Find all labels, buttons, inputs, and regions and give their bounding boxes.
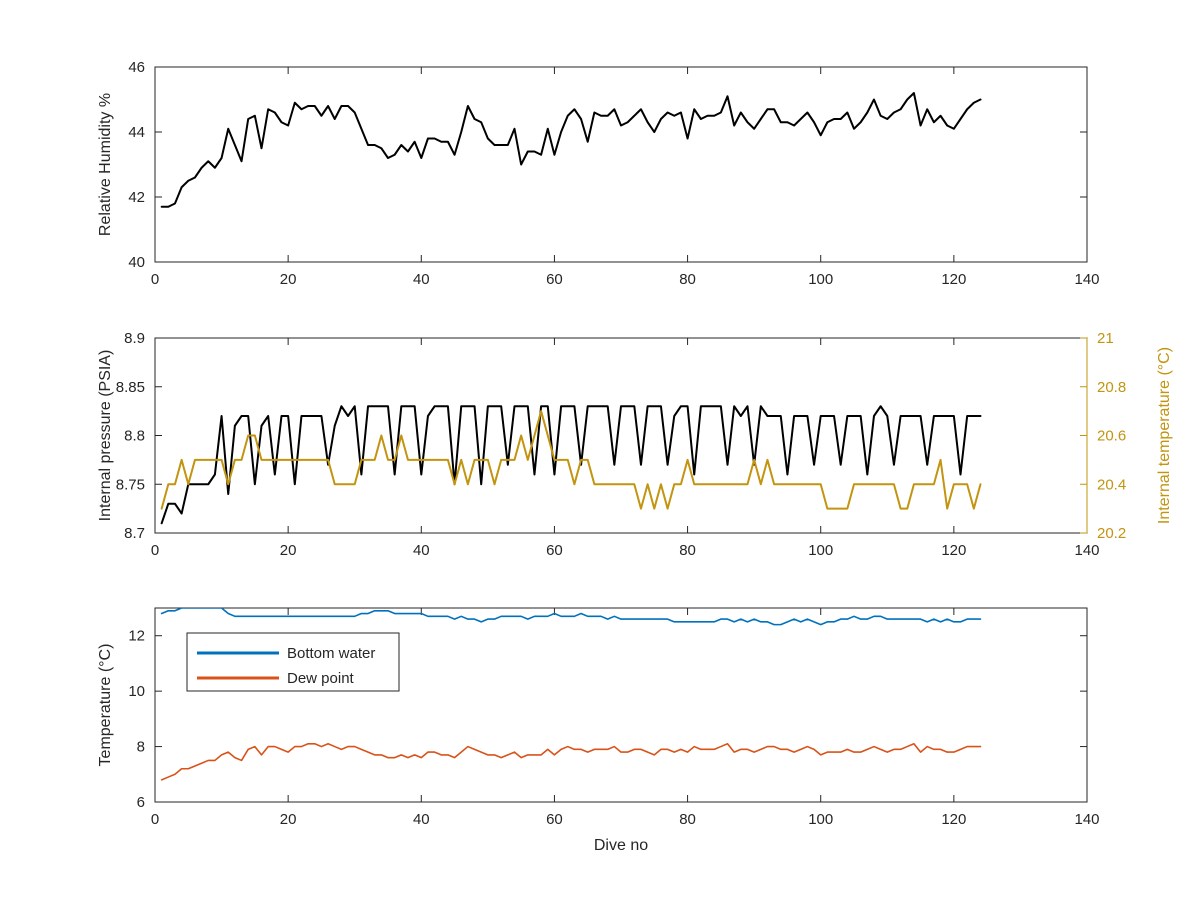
subplot-2: 0 20 40 60 80 100 120 140 8.7 8.75 8.8 8.85 8.9 20.2 2…	[97, 330, 1173, 559]
x-tick-label: 140	[1074, 811, 1099, 828]
x-tick-label: 0	[151, 542, 159, 559]
legend-entry: Dew point	[287, 670, 355, 687]
x-tick-label: 140	[1074, 271, 1099, 288]
legend: Bottom water Dew point	[186, 632, 400, 692]
series-line-1-0	[160, 405, 982, 525]
x-tick-label: 40	[413, 271, 430, 288]
x-tick-label: 140	[1074, 542, 1099, 559]
y-axis-label: Internal pressure (PSIA)	[97, 350, 114, 522]
y-tick-label: 8.7	[124, 525, 145, 542]
x-tick-label: 60	[546, 811, 563, 828]
legend-entry: Bottom water	[287, 645, 375, 662]
series-line-2-0	[160, 608, 982, 626]
x-tick-label: 60	[546, 271, 563, 288]
y-tick-label: 10	[128, 683, 145, 700]
y-right-tick-label: 20.6	[1097, 428, 1126, 445]
y-right-axis-label: Internal temperature (°C)	[1156, 347, 1173, 524]
x-tick-label: 120	[941, 542, 966, 559]
x-tick-label: 0	[151, 811, 159, 828]
y-axis-label: Temperature (°C)	[97, 644, 114, 767]
y-right-tick-label: 20.8	[1097, 379, 1126, 396]
x-tick-label: 120	[941, 811, 966, 828]
y-tick-label: 6	[137, 794, 145, 811]
y-tick-label: 8	[137, 739, 145, 756]
y-tick-label: 8.9	[124, 330, 145, 347]
x-tick-label: 100	[808, 542, 833, 559]
y-tick-label: 42	[128, 189, 145, 206]
y-axis-label: Relative Humidity %	[97, 93, 114, 236]
series-line-2-1	[160, 742, 982, 781]
x-tick-label: 40	[413, 811, 430, 828]
x-tick-label: 80	[679, 271, 696, 288]
y-tick-label: 44	[128, 124, 145, 141]
y-right-tick-label: 21	[1097, 330, 1114, 347]
x-tick-label: 100	[808, 811, 833, 828]
x-tick-label: 20	[280, 542, 297, 559]
x-tick-label: 40	[413, 542, 430, 559]
legend-box	[186, 632, 400, 692]
y-tick-label: 12	[128, 628, 145, 645]
axes-frame	[154, 66, 1088, 263]
x-tick-label: 20	[280, 811, 297, 828]
y-tick-label: 40	[128, 254, 145, 271]
x-tick-label: 60	[546, 542, 563, 559]
y-tick-label: 46	[128, 59, 145, 76]
subplot-1: 0 20 40 60 80 100 120 140 40 42 44 46 Relative Humid…	[97, 59, 1100, 288]
y-tick-label: 8.8	[124, 428, 145, 445]
axes-frame	[154, 607, 1088, 803]
series-line-0-0	[160, 92, 982, 208]
x-tick-label: 80	[679, 542, 696, 559]
x-tick-label: 80	[679, 811, 696, 828]
y-tick-label: 8.85	[116, 379, 145, 396]
x-axis-label: Dive no	[594, 837, 648, 854]
x-tick-label: 0	[151, 271, 159, 288]
y-right-tick-label: 20.2	[1097, 525, 1126, 542]
x-tick-label: 120	[941, 271, 966, 288]
series-line-1-1	[160, 410, 982, 510]
subplot-3: 0 20 40 60 80 100 120 140 6 8 10 12 Temperature (°C)…	[97, 607, 1100, 854]
y-right-tick-label: 20.4	[1097, 476, 1126, 493]
x-tick-label: 100	[808, 271, 833, 288]
x-tick-label: 20	[280, 271, 297, 288]
y-tick-label: 8.75	[116, 476, 145, 493]
